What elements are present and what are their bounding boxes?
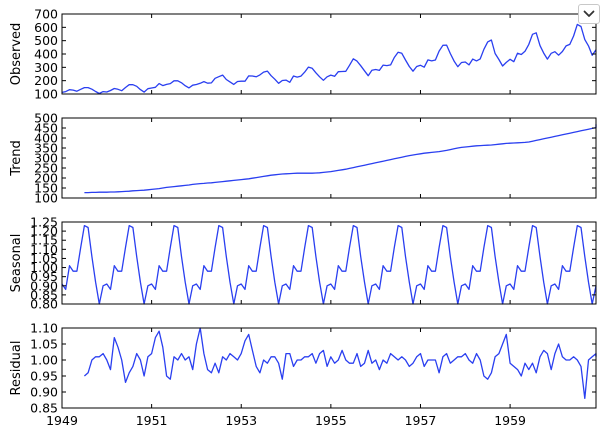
seasonal-ytick-label: 0.95 xyxy=(30,269,58,284)
seasonal-ytick-label: 1.25 xyxy=(30,215,58,230)
xtick-label: 1957 xyxy=(405,413,437,428)
seasonal-ytick-label: 1.10 xyxy=(30,242,58,257)
xtick-label: 1949 xyxy=(46,413,78,428)
trend-ytick-label: 100 xyxy=(34,191,58,206)
xtick-label: 1955 xyxy=(315,413,347,428)
chevron-down-icon xyxy=(583,10,595,17)
residual-ytick-label: 1.10 xyxy=(30,321,58,336)
seasonal-ytick-label: 0.90 xyxy=(30,278,58,293)
trend-ylabel: Trend xyxy=(9,140,24,177)
trend-ytick-label: 250 xyxy=(34,161,58,176)
xtick-label: 1959 xyxy=(494,413,526,428)
seasonal-ytick-label: 1.20 xyxy=(30,224,58,239)
trend-ytick-label: 350 xyxy=(34,141,58,156)
residual-ytick-label: 0.90 xyxy=(30,385,58,400)
observed-ytick-label: 100 xyxy=(34,87,58,102)
seasonal-ytick-label: 1.00 xyxy=(30,260,58,275)
residual-series-line xyxy=(83,327,597,400)
trend-ytick-label: 400 xyxy=(34,131,58,146)
seasonal-ylabel: Seasonal xyxy=(9,234,24,293)
residual-ytick-label: 0.85 xyxy=(30,401,58,416)
trend-ytick-label: 150 xyxy=(34,181,58,196)
observed-axes-frame xyxy=(61,13,597,95)
observed-ytick-label: 500 xyxy=(34,33,58,48)
observed-series-line xyxy=(61,23,597,95)
seasonal-ytick-label: 1.15 xyxy=(30,233,58,248)
trend-ytick-label: 200 xyxy=(34,171,58,186)
seasonal-series-line xyxy=(61,224,597,305)
residual-axes-frame xyxy=(61,327,597,409)
observed-ytick-label: 300 xyxy=(34,60,58,75)
trend-series-line xyxy=(84,123,597,194)
trend-ytick-label: 500 xyxy=(34,111,58,126)
trend-axes-frame xyxy=(61,117,597,199)
trend-ytick-label: 450 xyxy=(34,121,58,136)
observed-ytick-label: 700 xyxy=(34,7,58,22)
expand-output-button[interactable] xyxy=(578,4,600,24)
observed-ytick-label: 200 xyxy=(34,73,58,88)
seasonal-ytick-label: 0.80 xyxy=(30,297,58,312)
residual-ytick-label: 1.00 xyxy=(30,353,58,368)
seasonal-axes-frame xyxy=(61,221,597,305)
residual-ytick-label: 1.05 xyxy=(30,337,58,352)
observed-ytick-label: 400 xyxy=(34,47,58,62)
seasonal-ytick-label: 1.05 xyxy=(30,251,58,266)
xtick-label: 1953 xyxy=(225,413,257,428)
trend-ytick-label: 300 xyxy=(34,151,58,166)
xtick-label: 1951 xyxy=(136,413,168,428)
seasonal-ytick-label: 0.85 xyxy=(30,287,58,302)
observed-ylabel: Observed xyxy=(9,23,24,86)
observed-ytick-label: 600 xyxy=(34,20,58,35)
residual-ylabel: Residual xyxy=(9,341,24,396)
residual-ytick-label: 0.95 xyxy=(30,369,58,384)
